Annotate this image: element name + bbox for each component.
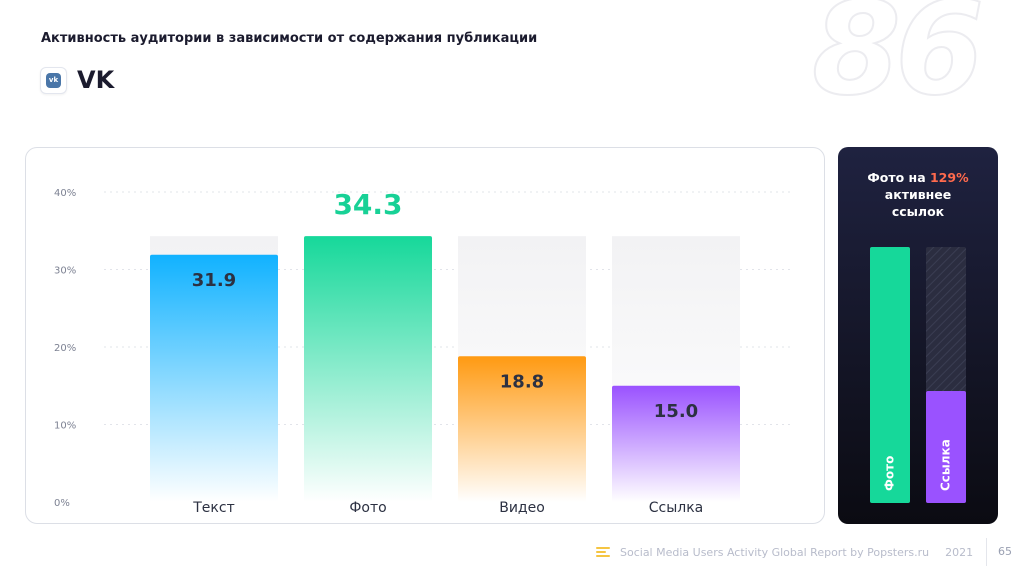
network-name: VK (77, 66, 115, 94)
bar-value-label: 18.8 (500, 371, 544, 392)
footer-year: 2021 (945, 545, 974, 559)
y-tick-label: 0% (54, 498, 70, 509)
network-header: vk VK (40, 66, 114, 94)
footer-report: Social Media Users Activity Global Repor… (620, 545, 930, 559)
comparison-bar-1 (870, 247, 910, 503)
category-label: Текст (192, 500, 234, 516)
comparison-title-prefix: Фото на (867, 170, 930, 185)
category-label: Фото (349, 500, 386, 516)
vk-logo-icon: vk (40, 66, 67, 94)
bar-value-label: 15.0 (654, 401, 698, 422)
menu-lines-icon (596, 547, 610, 557)
bar-chart: 0% 10% 20% 30% 40% 31.9 Текст 34.3 Фото 18.8 Видео… (54, 188, 791, 516)
bar-4 (612, 385, 740, 502)
bar-1 (150, 254, 278, 502)
footer: Social Media Users Activity Global Repor… (596, 543, 973, 561)
page-title: Активность аудитории в зависимости от со… (41, 31, 538, 46)
y-tick-label: 40% (54, 188, 76, 199)
comparison-card: Фото на 129% активнее ссылок Фото Ссылка (838, 147, 998, 524)
y-tick-label: 10% (54, 421, 76, 432)
bar-3 (458, 356, 586, 502)
bar-2 (304, 236, 432, 503)
y-tick-label: 20% (54, 343, 76, 354)
bar-chart-card: 0% 10% 20% 30% 40% 31.9 Текст 34.3 Фото 18.8 Видео… (25, 147, 825, 524)
page-number: 65 (998, 545, 1012, 558)
category-label: Ссылка (649, 500, 704, 516)
comparison-bar-2 (926, 391, 966, 503)
y-tick-label: 30% (54, 266, 76, 277)
comparison-title-line2: активнее (884, 187, 952, 202)
comparison-chart: Фото Ссылка (870, 247, 966, 503)
footer-divider (986, 538, 987, 566)
bar-value-label: 34.3 (333, 188, 402, 221)
comparison-bar-label: Фото (883, 456, 897, 491)
bar-value-label: 31.9 (192, 270, 236, 291)
vk-logo-mark: vk (46, 72, 61, 88)
section-number-watermark: 86 (811, 0, 985, 124)
comparison-title: Фото на 129% активнее ссылок (838, 169, 998, 220)
comparison-percent: 129% (929, 170, 969, 185)
category-label: Видео (499, 500, 545, 516)
comparison-bar-label: Ссылка (939, 439, 953, 491)
comparison-title-line3: ссылок (891, 204, 945, 219)
